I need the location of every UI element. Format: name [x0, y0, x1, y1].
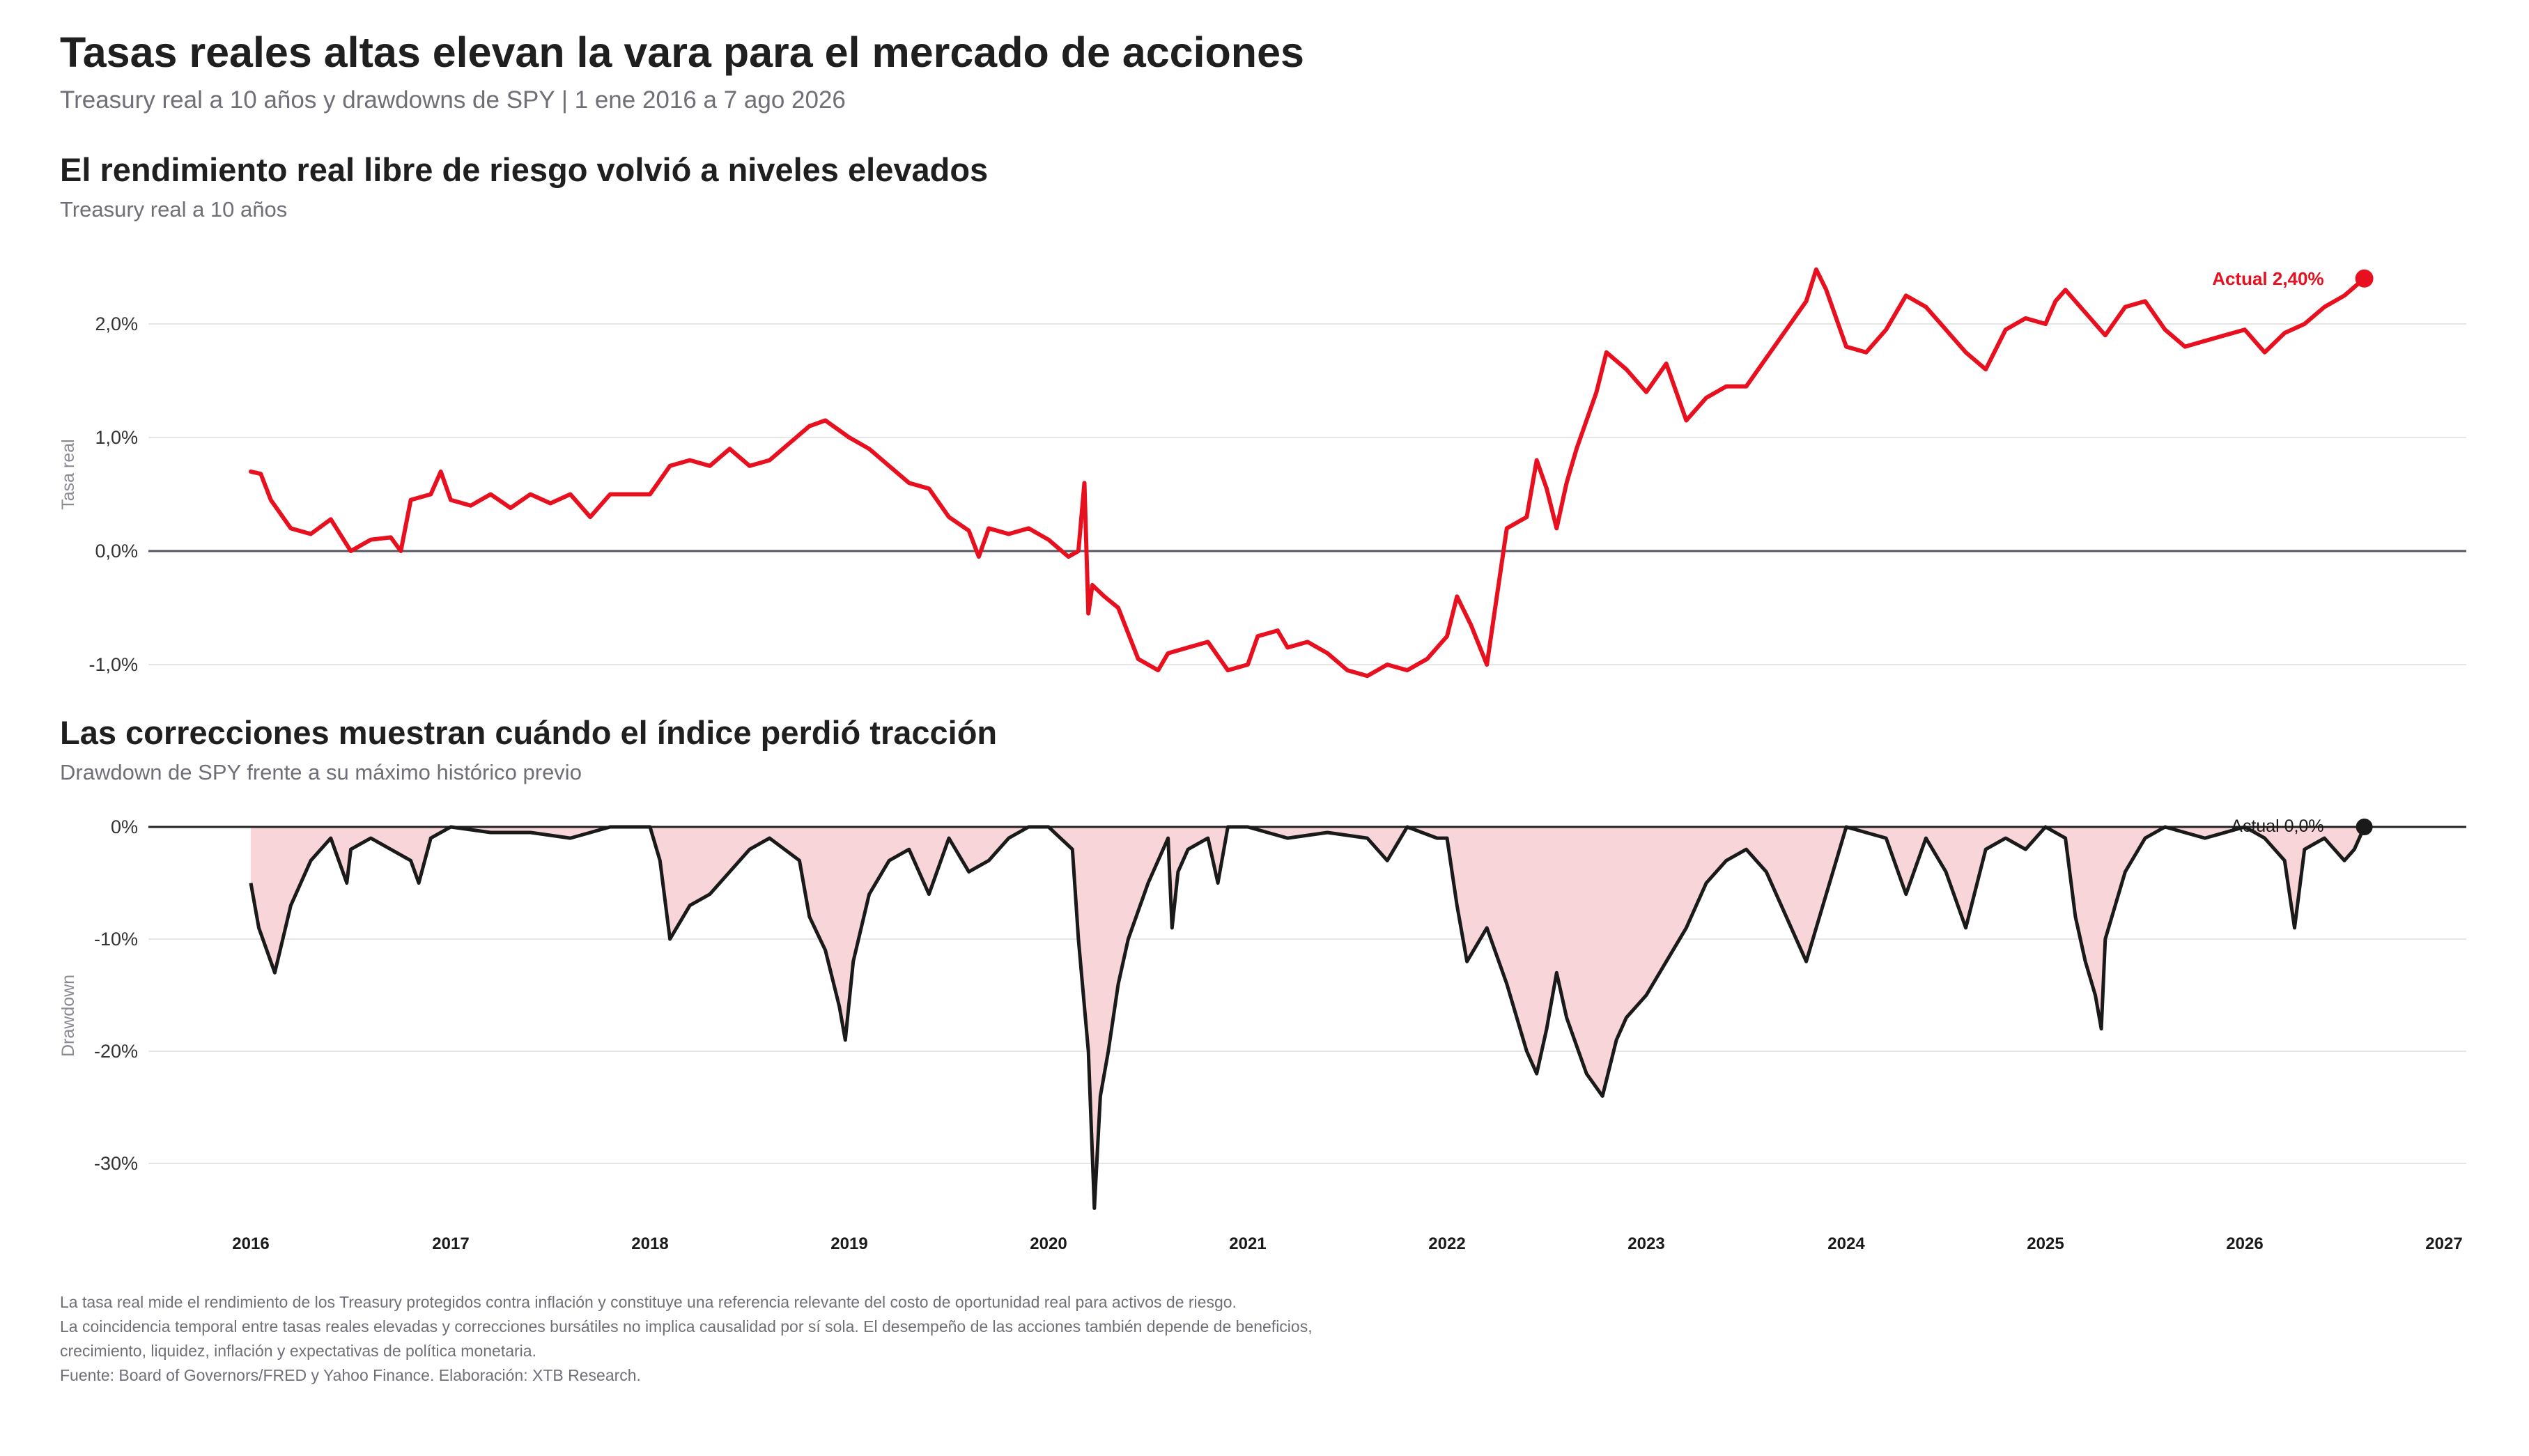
footnote-1: La tasa real mide el rendimiento de los … [60, 1293, 1237, 1311]
footnote-source: Fuente: Board of Governors/FRED y Yahoo … [60, 1366, 641, 1384]
drawdown-current-label: Actual 0,0% [2231, 816, 2323, 836]
real-rate-y-tick-label: 1,0% [95, 427, 138, 448]
drawdown-y-tick-label: -30% [94, 1153, 138, 1174]
footnotes: La tasa real mide el rendimiento de los … [60, 1290, 1370, 1388]
x-tick-label: 2020 [1030, 1234, 1067, 1253]
drawdown-area [251, 827, 2365, 1209]
drawdown-series-line [249, 825, 2366, 1210]
drawdown-y-axis-label: Drawdown [59, 975, 78, 1057]
real-rate-grid [148, 323, 2466, 665]
x-tick-label: 2018 [631, 1234, 668, 1253]
x-tick-label: 2017 [432, 1234, 469, 1253]
drawdown-y-ticks: 0% -10% -20% -30% [94, 816, 138, 1174]
drawdown-panel-title: Las correcciones muestran cuándo el índi… [60, 714, 998, 751]
real-rate-panel-title: El rendimiento real libre de riesgo volv… [60, 151, 989, 188]
real-rate-current-marker [2355, 269, 2374, 288]
chart-title: Tasas reales altas elevan la vara para e… [60, 29, 1304, 76]
real-rate-y-tick-label: 0,0% [95, 541, 138, 562]
real-rate-y-tick-label: 2,0% [95, 313, 138, 334]
real-rate-y-axis-label: Tasa real [59, 439, 78, 509]
drawdown-y-tick-label: -10% [94, 929, 138, 950]
chart-subtitle: Treasury real a 10 años y drawdowns de S… [60, 86, 846, 114]
drawdown-grid [148, 938, 2466, 1164]
x-tick-label: 2021 [1229, 1234, 1266, 1253]
drawdown-y-tick-label: -20% [94, 1041, 138, 1062]
real-rate-y-tick-label: -1,0% [88, 654, 138, 675]
real-rate-current-label: Actual 2,40% [2212, 268, 2323, 289]
x-tick-label: 2025 [2027, 1234, 2064, 1253]
real-rate-y-ticks: 2,0% 1,0% 0,0% -1,0% [88, 313, 138, 675]
x-tick-label: 2026 [2226, 1234, 2263, 1253]
drawdown-current-marker [2356, 819, 2373, 835]
x-axis-ticks: 2016 2017 2018 2019 2020 2021 2022 2023 2024 2025… [232, 1234, 2462, 1253]
x-tick-label: 2024 [1827, 1234, 1865, 1253]
footnote-2: La coincidencia temporal entre tasas rea… [60, 1317, 1313, 1360]
x-tick-label: 2022 [1428, 1234, 1465, 1253]
x-tick-label: 2027 [2425, 1234, 2462, 1253]
x-tick-label: 2019 [830, 1234, 867, 1253]
real-rate-panel-subtitle: Treasury real a 10 años [60, 197, 288, 222]
drawdown-panel-subtitle: Drawdown de SPY frente a su máximo histó… [60, 760, 582, 784]
real-rate-series-line [249, 267, 2367, 679]
x-tick-label: 2023 [1627, 1234, 1664, 1253]
x-tick-label: 2016 [232, 1234, 269, 1253]
drawdown-y-tick-label: 0% [111, 816, 138, 837]
